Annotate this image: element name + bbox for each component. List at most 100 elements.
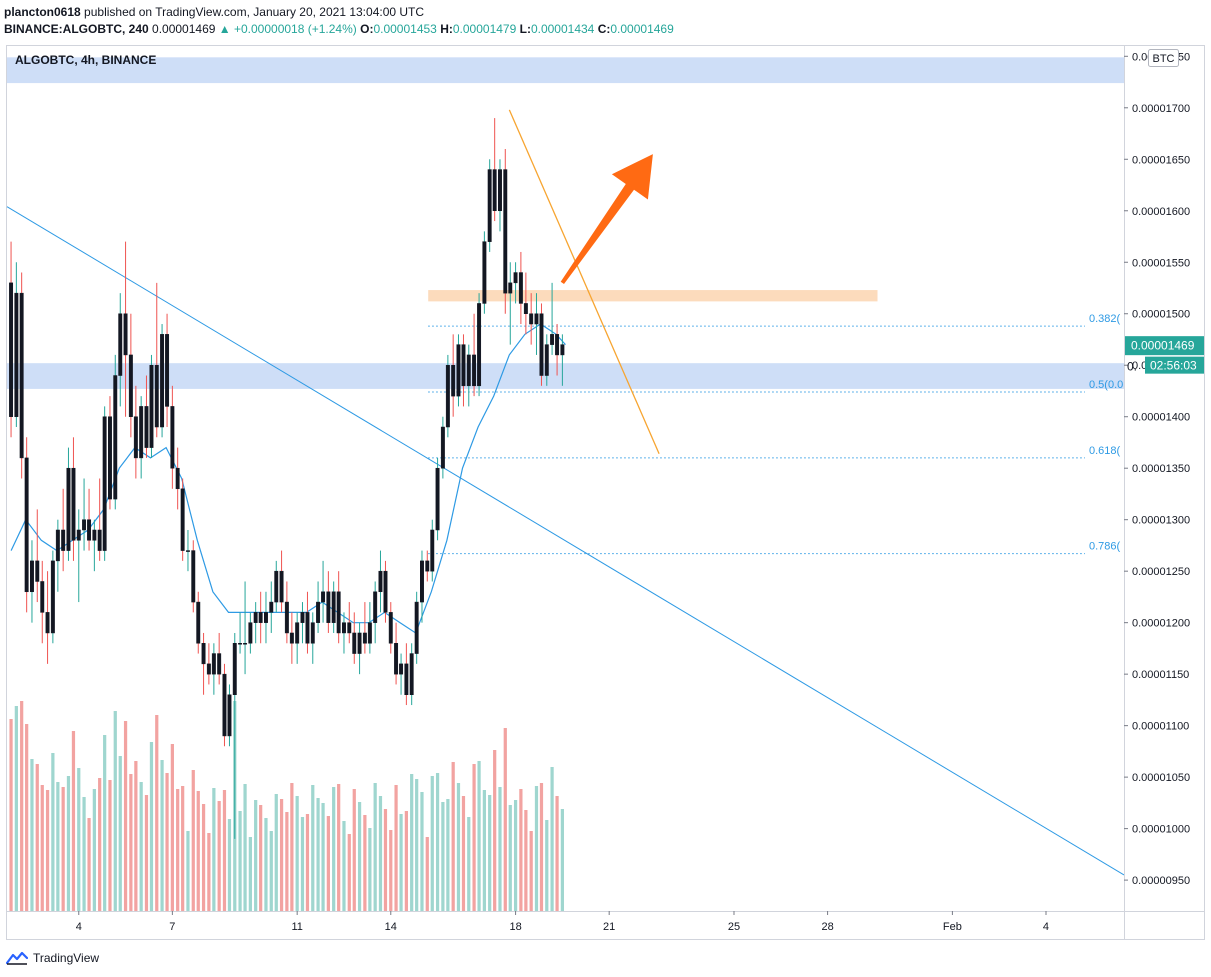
volume-bar [435,773,440,911]
candle [102,406,107,561]
candle [269,581,274,633]
candle [87,488,92,551]
published-text: published on TradingView.com, January 20… [84,5,425,19]
candle [472,313,477,397]
volume-bar [513,800,518,911]
volume-bar [389,830,393,911]
author-name[interactable]: plancton0618 [4,5,81,19]
candle-body [352,632,357,654]
candle [550,282,555,355]
price-tick-label: 0.00001600 [1132,206,1190,218]
candle-body [211,653,216,675]
ohlc-line: BINANCE:ALGOBTC, 240 0.00001469 ▲ +0.000… [4,21,1204,38]
volume-bar [238,811,242,911]
candle-body [445,364,450,428]
candle-body [300,612,305,623]
time-tick-label: 4 [76,921,82,933]
candle-body [342,622,346,634]
candle [217,632,222,685]
time-tick-label: 11 [291,921,302,933]
candle-body [201,643,206,665]
candle [123,241,128,417]
candle [149,354,154,458]
candle-body [305,612,310,644]
volume-bar [207,833,211,911]
candle [71,437,76,561]
candle [295,612,300,664]
candle-body [61,529,66,551]
candle-body [50,560,55,634]
volume-bar [181,786,185,911]
volume-bar [337,784,341,911]
volume-bar [118,756,122,911]
price-axis[interactable]: 0.00000950 0.00001000 0.00001050 0.00001100… [1124,51,1190,887]
candle [373,581,378,644]
candle [316,581,321,633]
candle [503,148,508,314]
price-tick-label: 0.00001000 [1132,824,1190,836]
zone-support [7,363,1124,389]
candle-body [87,519,92,541]
candle [508,262,513,345]
chart-frame [6,45,1205,940]
zone-upper-resistance [7,57,1124,84]
chart-legend-title: ALGOBTC, 4h, BINANCE [15,53,156,67]
candle-body [24,457,29,593]
currency-badge-box[interactable] [1148,49,1179,67]
candle [529,293,534,345]
last-price-tag-text: 0.00001469 [1131,339,1195,353]
candle [539,303,544,386]
volume-bar [14,706,18,911]
candle-body [326,591,331,623]
volume-bar [196,791,200,911]
candle [258,591,263,644]
candle [420,550,424,623]
candle-body [404,663,409,695]
candle-body [92,529,97,541]
volume-bar [420,792,424,911]
candle [352,612,357,664]
candle [248,612,253,654]
footer-brand-text[interactable]: TradingView [33,951,100,965]
volume-bar [9,719,13,911]
volume-bar [191,770,195,911]
volume-bar [503,728,507,911]
candle [326,571,331,633]
candle-body [107,416,112,500]
candle-body [118,313,123,376]
candle [289,612,294,664]
candle [211,643,216,695]
volume-bar [508,805,512,911]
candle [55,519,60,592]
volume-bar [254,800,258,911]
price-tick-label: 0.00001100 [1132,721,1189,733]
candle [435,457,440,541]
volume-bar [51,753,55,911]
candle-body [513,272,518,284]
candle-body [472,354,477,387]
volume-bar [357,802,362,911]
partial-price-label: 0. [1127,360,1137,374]
candle [175,447,180,510]
candle-body [534,313,539,325]
candle-body [523,303,528,314]
candle-body [435,467,440,531]
candle [206,643,211,685]
candle-body [550,334,555,345]
fib-level-label: 0.618( [1089,445,1121,457]
candle-body [310,622,315,644]
tradingview-logo-icon[interactable] [6,951,28,965]
volume-bar [56,782,60,911]
candle [518,251,523,325]
candle-body [238,643,243,645]
candle-body [321,591,326,603]
time-axis[interactable]: 4 7 11 14 18 21 25 28 Feb 4 [76,911,1049,933]
volume-bar [378,796,383,911]
candle-body [508,282,513,294]
volume-bar [71,731,76,911]
price-tick-label: 0.00001200 [1132,618,1190,630]
candle-body [503,169,508,294]
price-tick-label: 0.00001300 [1132,515,1190,527]
volume-bar [129,774,133,911]
